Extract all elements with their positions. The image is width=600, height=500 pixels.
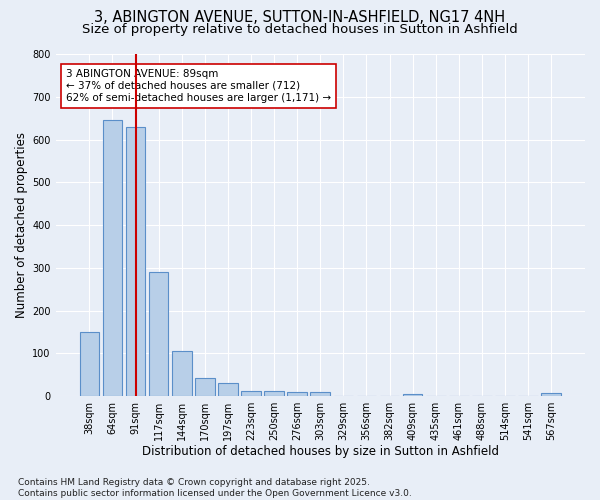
Text: 3 ABINGTON AVENUE: 89sqm
← 37% of detached houses are smaller (712)
62% of semi-: 3 ABINGTON AVENUE: 89sqm ← 37% of detach… xyxy=(66,70,331,102)
Bar xyxy=(310,392,330,396)
X-axis label: Distribution of detached houses by size in Sutton in Ashfield: Distribution of detached houses by size … xyxy=(142,444,499,458)
Bar xyxy=(403,394,422,396)
Bar xyxy=(195,378,215,396)
Y-axis label: Number of detached properties: Number of detached properties xyxy=(15,132,28,318)
Bar xyxy=(80,332,99,396)
Bar xyxy=(241,391,261,396)
Bar xyxy=(103,120,122,396)
Bar xyxy=(264,391,284,396)
Bar xyxy=(149,272,169,396)
Bar xyxy=(218,384,238,396)
Bar xyxy=(287,392,307,396)
Bar xyxy=(126,126,145,396)
Text: Contains HM Land Registry data © Crown copyright and database right 2025.
Contai: Contains HM Land Registry data © Crown c… xyxy=(18,478,412,498)
Bar xyxy=(541,392,561,396)
Text: 3, ABINGTON AVENUE, SUTTON-IN-ASHFIELD, NG17 4NH: 3, ABINGTON AVENUE, SUTTON-IN-ASHFIELD, … xyxy=(94,10,506,25)
Bar xyxy=(172,351,191,396)
Text: Size of property relative to detached houses in Sutton in Ashfield: Size of property relative to detached ho… xyxy=(82,22,518,36)
